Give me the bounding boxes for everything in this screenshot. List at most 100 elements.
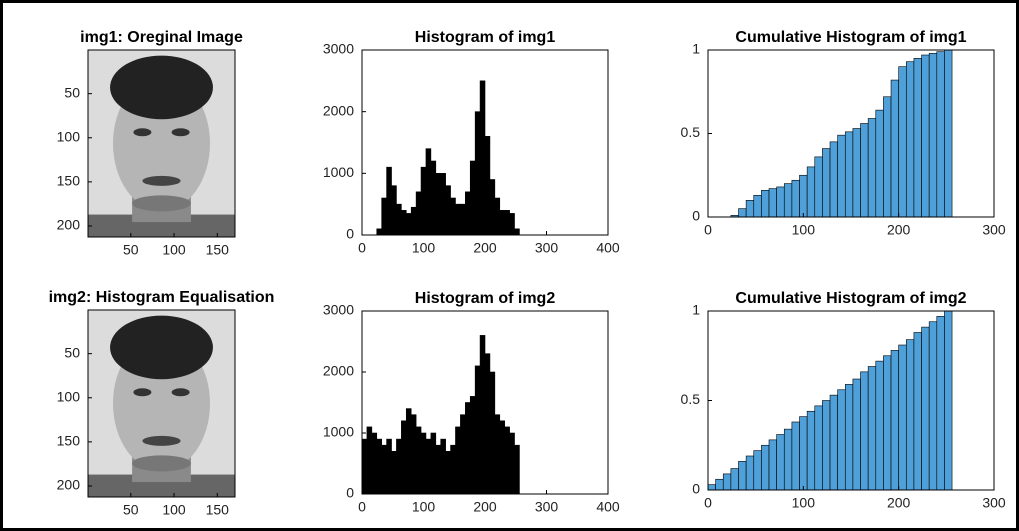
x-tick-label: 200 — [887, 222, 911, 238]
x-tick-label: 150 — [206, 242, 230, 258]
beard — [132, 455, 191, 472]
bar — [867, 366, 877, 491]
hair — [110, 55, 213, 120]
bar — [371, 432, 378, 495]
bar — [435, 444, 442, 495]
bar — [905, 339, 915, 491]
bar — [381, 444, 387, 495]
bar — [410, 206, 417, 236]
bar — [806, 410, 816, 491]
x-tick-label: 150 — [206, 502, 230, 518]
bar — [913, 332, 922, 491]
bar — [455, 203, 461, 236]
bar — [928, 321, 938, 491]
bar — [738, 461, 747, 491]
y-tick-label: 1000 — [323, 424, 354, 440]
bar — [474, 365, 481, 495]
bar — [791, 179, 800, 218]
bar — [469, 396, 476, 495]
x-tick-label: 300 — [535, 240, 559, 256]
eye — [133, 128, 152, 137]
x-tick-label: 100 — [412, 499, 436, 515]
bar — [799, 174, 808, 218]
bar — [366, 426, 373, 495]
bar — [455, 426, 461, 495]
eye — [133, 388, 152, 397]
bar — [474, 111, 481, 236]
x-tick-label: 50 — [123, 502, 139, 518]
x-tick-label: 100 — [412, 240, 436, 256]
bar — [430, 160, 437, 236]
bar — [465, 191, 471, 236]
y-tick-label: 0 — [692, 481, 700, 497]
y-tick-label: 50 — [64, 84, 80, 100]
bar — [936, 51, 945, 218]
bar — [410, 414, 417, 495]
bar — [913, 58, 922, 218]
x-tick-label: 300 — [982, 495, 1006, 511]
hair — [110, 315, 213, 380]
y-tick-label: 100 — [57, 388, 81, 404]
bar — [852, 128, 861, 218]
bar — [761, 189, 770, 218]
bar — [921, 326, 930, 491]
bar — [401, 420, 407, 495]
y-tick-label: 0 — [346, 485, 354, 501]
y-tick-label: 0.5 — [681, 124, 701, 140]
bar — [753, 194, 762, 218]
x-tick-label: 400 — [596, 499, 620, 515]
bar — [837, 134, 846, 218]
bar — [928, 53, 938, 218]
bar — [776, 434, 785, 491]
bar — [504, 210, 510, 236]
bar — [440, 173, 446, 236]
bar — [921, 54, 930, 218]
axes-box — [87, 49, 236, 238]
y-tick-label: 3000 — [323, 302, 354, 318]
bar — [707, 484, 716, 491]
bar — [783, 428, 793, 491]
bar — [768, 439, 777, 491]
x-tick-label: 100 — [792, 222, 816, 238]
bar — [783, 183, 793, 218]
bar — [460, 414, 466, 495]
bar — [465, 402, 471, 495]
bar — [715, 478, 724, 491]
bar — [489, 371, 496, 495]
x-tick-label: 300 — [535, 499, 559, 515]
bar — [494, 414, 501, 495]
y-tick-label: 2000 — [323, 102, 354, 118]
y-tick-label: 150 — [57, 433, 81, 449]
y-tick-label: 3000 — [323, 41, 354, 57]
shoulders — [88, 474, 235, 497]
bar — [401, 210, 407, 236]
bar — [883, 355, 892, 491]
chart-title: Cumulative Histogram of img2 — [735, 290, 966, 307]
y-tick-label: 1000 — [323, 164, 354, 180]
bar — [822, 148, 831, 218]
bar — [875, 109, 884, 218]
y-tick-label: 2000 — [323, 363, 354, 379]
bar — [814, 156, 823, 218]
y-tick-label: 0 — [346, 226, 354, 242]
x-tick-label: 300 — [982, 222, 1006, 238]
bar — [499, 210, 505, 236]
chart-title: img1: Oreginal Image — [80, 29, 243, 46]
bar — [440, 438, 446, 495]
bar — [944, 49, 953, 218]
x-tick-label: 100 — [162, 502, 186, 518]
x-tick-label: 0 — [704, 222, 712, 238]
bar — [391, 185, 397, 236]
bar — [469, 160, 476, 236]
bar — [776, 186, 785, 218]
bar — [425, 438, 432, 495]
bar — [829, 394, 838, 491]
axes-box — [87, 309, 236, 498]
eye — [171, 128, 190, 137]
bar — [514, 228, 520, 236]
bar — [852, 378, 861, 491]
mustache — [142, 175, 181, 186]
y-tick-label: 50 — [64, 344, 80, 360]
bar — [420, 432, 427, 495]
bar — [391, 450, 397, 495]
